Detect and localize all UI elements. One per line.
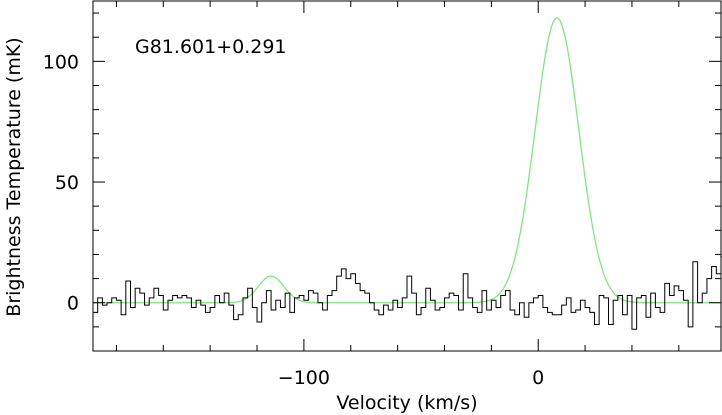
spectrum-histogram bbox=[93, 256, 722, 330]
y-tick-label: 0 bbox=[67, 293, 79, 315]
fit-layer bbox=[93, 17, 721, 304]
gaussian-fit-curve bbox=[93, 17, 721, 304]
tick-layer: −100 0 0 50 100 bbox=[43, 1, 721, 389]
plot-frame bbox=[92, 0, 722, 352]
y-axis-label: Brightness Temperature (mK) bbox=[3, 37, 25, 316]
x-axis-label: Velocity (km/s) bbox=[336, 392, 477, 414]
x-tick-label: 0 bbox=[532, 367, 544, 389]
histogram-layer bbox=[93, 256, 722, 330]
y-tick-label: 100 bbox=[43, 51, 79, 73]
x-tick-label: −100 bbox=[278, 367, 330, 389]
y-tick-label: 50 bbox=[55, 172, 79, 194]
source-name-annotation: G81.601+0.291 bbox=[135, 36, 287, 58]
